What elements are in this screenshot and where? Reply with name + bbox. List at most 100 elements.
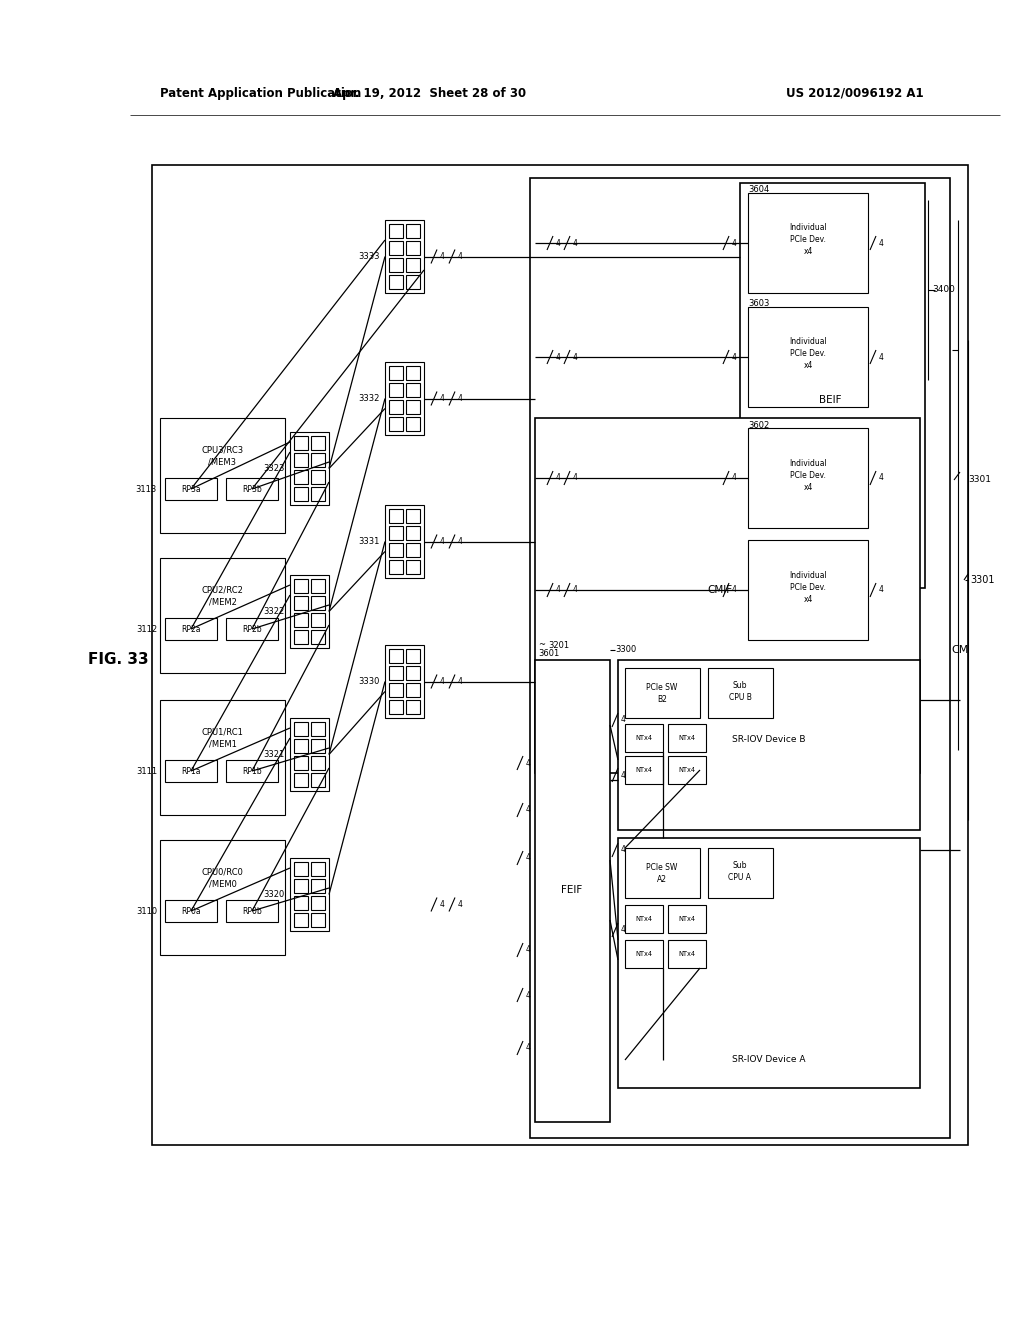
Text: RP0b: RP0b	[242, 907, 262, 916]
Text: SR-IOV Device A: SR-IOV Device A	[732, 1056, 806, 1064]
Text: RP1b: RP1b	[243, 767, 262, 776]
Text: 3320: 3320	[264, 890, 285, 899]
Text: Individual: Individual	[790, 570, 826, 579]
Text: NTx4: NTx4	[636, 735, 652, 741]
Text: Individual: Individual	[790, 223, 826, 232]
Text: 4: 4	[556, 474, 560, 483]
Bar	[406, 242, 420, 255]
Bar	[311, 470, 325, 484]
Text: CM: CM	[951, 645, 969, 655]
Bar	[311, 756, 325, 770]
Text: RP0a: RP0a	[181, 907, 201, 916]
Text: FIG. 33: FIG. 33	[88, 652, 148, 668]
Bar	[311, 913, 325, 927]
Bar	[389, 366, 403, 380]
Bar	[385, 645, 424, 718]
Text: NTx4: NTx4	[679, 950, 695, 957]
Bar	[406, 275, 420, 289]
Bar	[165, 900, 217, 921]
Text: 4: 4	[525, 990, 530, 999]
Bar	[389, 543, 403, 557]
Bar	[294, 862, 308, 876]
Text: 4: 4	[572, 586, 578, 594]
Bar	[294, 453, 308, 467]
Bar	[311, 722, 325, 737]
Bar	[311, 862, 325, 876]
Bar	[406, 560, 420, 574]
Text: 3301: 3301	[968, 475, 991, 484]
Text: 4: 4	[879, 586, 884, 594]
Text: Sub: Sub	[733, 861, 748, 870]
Bar	[294, 487, 308, 502]
Bar	[530, 178, 950, 1138]
Text: 4: 4	[458, 393, 463, 403]
Bar	[311, 487, 325, 502]
Text: NTx4: NTx4	[679, 916, 695, 921]
Text: x4: x4	[803, 483, 813, 491]
Text: 3333: 3333	[358, 252, 380, 261]
Bar	[535, 660, 610, 1122]
Bar	[290, 718, 329, 791]
Bar	[625, 756, 663, 784]
Text: 3601: 3601	[538, 649, 559, 659]
Text: 4: 4	[731, 352, 736, 362]
Text: 4: 4	[621, 925, 626, 935]
Bar	[748, 428, 868, 528]
Text: NTx4: NTx4	[636, 767, 652, 774]
Bar	[406, 417, 420, 432]
Text: PCIe Dev.: PCIe Dev.	[791, 350, 826, 359]
Bar	[389, 560, 403, 574]
Bar	[294, 612, 308, 627]
Bar	[152, 165, 968, 1144]
Text: BEIF: BEIF	[819, 395, 842, 405]
Bar	[668, 723, 706, 752]
Bar	[625, 668, 700, 718]
Bar	[389, 383, 403, 397]
Bar	[226, 900, 278, 921]
Text: PCIe SW: PCIe SW	[646, 863, 678, 873]
Bar	[290, 432, 329, 506]
Text: 4: 4	[621, 715, 626, 725]
Bar	[625, 940, 663, 968]
Text: 4: 4	[458, 677, 463, 686]
Text: 4: 4	[525, 1044, 530, 1052]
Bar	[389, 224, 403, 238]
Bar	[389, 242, 403, 255]
Text: CPU B: CPU B	[728, 693, 752, 701]
Bar	[389, 525, 403, 540]
Bar	[311, 774, 325, 787]
Bar	[160, 700, 285, 814]
Text: NTx4: NTx4	[679, 767, 695, 774]
Text: 4: 4	[731, 474, 736, 483]
Bar	[311, 597, 325, 610]
Text: 3604: 3604	[748, 186, 769, 194]
Text: B2: B2	[657, 696, 667, 705]
Text: Individual: Individual	[790, 338, 826, 346]
Bar	[294, 722, 308, 737]
Text: 4: 4	[525, 805, 530, 814]
Text: NTx4: NTx4	[679, 735, 695, 741]
Text: PCIe Dev.: PCIe Dev.	[791, 235, 826, 244]
Text: CPU3/RC3: CPU3/RC3	[202, 446, 244, 454]
Bar	[406, 649, 420, 663]
Text: 4: 4	[458, 537, 463, 546]
Text: 4: 4	[458, 900, 463, 909]
Bar	[311, 579, 325, 593]
Bar	[625, 847, 700, 898]
Text: 3400: 3400	[932, 285, 954, 294]
Bar	[618, 838, 920, 1088]
Text: 4: 4	[879, 474, 884, 483]
Text: PCIe Dev.: PCIe Dev.	[791, 470, 826, 479]
Text: 3332: 3332	[358, 393, 380, 403]
Text: 3331: 3331	[358, 537, 380, 546]
Text: 3112: 3112	[136, 624, 157, 634]
Text: 4: 4	[731, 586, 736, 594]
Text: 4: 4	[458, 252, 463, 261]
Text: 3330: 3330	[358, 677, 380, 686]
Bar	[618, 660, 920, 830]
Bar	[625, 906, 663, 933]
Text: A2: A2	[657, 875, 667, 884]
Text: 3300: 3300	[615, 645, 636, 655]
Text: Individual: Individual	[790, 458, 826, 467]
Bar	[294, 436, 308, 450]
